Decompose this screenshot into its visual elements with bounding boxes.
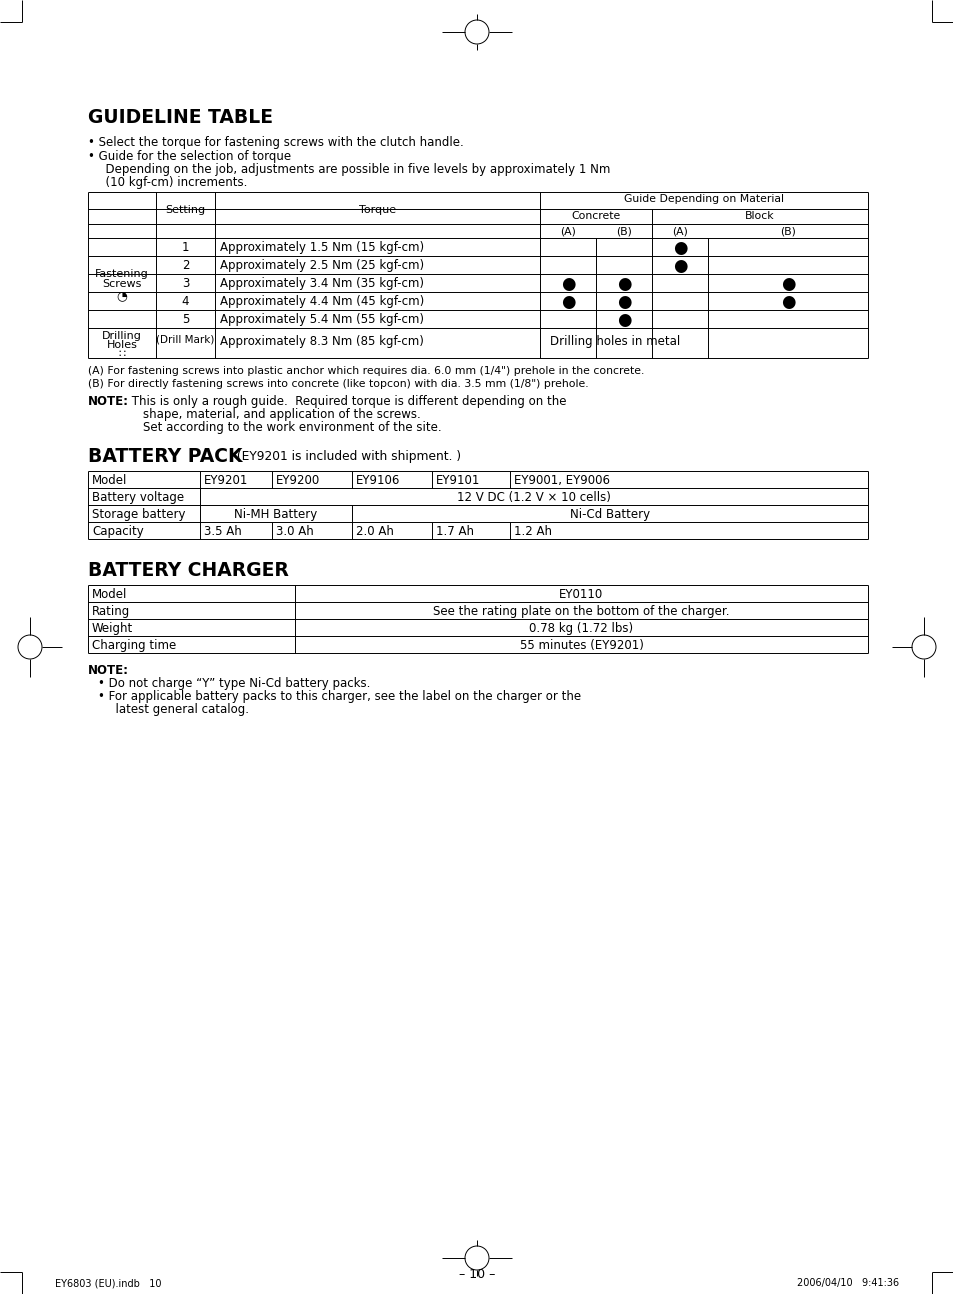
Text: 2: 2	[182, 259, 189, 272]
Text: ●: ●	[616, 276, 631, 292]
Text: Screws: Screws	[102, 280, 142, 289]
Text: Storage battery: Storage battery	[91, 509, 185, 521]
Text: – 10 –: – 10 –	[458, 1268, 495, 1281]
Text: 0.78 kg (1.72 lbs): 0.78 kg (1.72 lbs)	[529, 622, 633, 635]
Text: (EY9201 is included with shipment. ): (EY9201 is included with shipment. )	[233, 450, 460, 463]
Text: Ni-Cd Battery: Ni-Cd Battery	[569, 509, 649, 521]
Text: 1: 1	[182, 241, 189, 254]
Text: Approximately 1.5 Nm (15 kgf-cm): Approximately 1.5 Nm (15 kgf-cm)	[220, 241, 424, 254]
Text: Capacity: Capacity	[91, 525, 144, 538]
Text: • Guide for the selection of torque: • Guide for the selection of torque	[88, 150, 291, 163]
Text: 55 minutes (EY9201): 55 minutes (EY9201)	[519, 639, 642, 652]
Text: Set according to the work environment of the site.: Set according to the work environment of…	[143, 421, 441, 433]
Text: Drilling holes in metal: Drilling holes in metal	[550, 335, 679, 348]
Text: (Drill Mark): (Drill Mark)	[156, 335, 214, 345]
Text: (A): (A)	[671, 226, 687, 236]
Text: ●: ●	[560, 276, 575, 292]
Text: Approximately 2.5 Nm (25 kgf-cm): Approximately 2.5 Nm (25 kgf-cm)	[220, 259, 424, 272]
Text: Rating: Rating	[91, 606, 131, 619]
Text: (B) For directly fastening screws into concrete (like topcon) with dia. 3.5 mm (: (B) For directly fastening screws into c…	[88, 379, 588, 389]
Text: 2006/04/10   9:41:36: 2006/04/10 9:41:36	[796, 1278, 898, 1288]
Text: 5: 5	[182, 313, 189, 326]
Text: EY9200: EY9200	[275, 474, 320, 487]
Text: • For applicable battery packs to this charger, see the label on the charger or : • For applicable battery packs to this c…	[98, 690, 580, 703]
Text: EY9001, EY9006: EY9001, EY9006	[514, 474, 609, 487]
Text: (A): (A)	[559, 226, 576, 236]
Text: Charging time: Charging time	[91, 639, 176, 652]
Text: 3.5 Ah: 3.5 Ah	[204, 525, 241, 538]
Text: Torque: Torque	[358, 204, 395, 215]
Text: 1.7 Ah: 1.7 Ah	[436, 525, 474, 538]
Text: • Do not charge “Y” type Ni-Cd battery packs.: • Do not charge “Y” type Ni-Cd battery p…	[98, 677, 370, 690]
Text: 2.0 Ah: 2.0 Ah	[355, 525, 394, 538]
Text: Approximately 4.4 Nm (45 kgf-cm): Approximately 4.4 Nm (45 kgf-cm)	[220, 295, 424, 308]
Text: • Select the torque for fastening screws with the clutch handle.: • Select the torque for fastening screws…	[88, 136, 463, 149]
Text: EY9106: EY9106	[355, 474, 400, 487]
Text: 3.0 Ah: 3.0 Ah	[275, 525, 314, 538]
Text: 4: 4	[182, 295, 189, 308]
Text: ◔: ◔	[116, 289, 128, 302]
Text: Approximately 5.4 Nm (55 kgf-cm): Approximately 5.4 Nm (55 kgf-cm)	[220, 313, 423, 326]
Text: Model: Model	[91, 474, 128, 487]
Text: 1.2 Ah: 1.2 Ah	[514, 525, 552, 538]
Text: (10 kgf-cm) increments.: (10 kgf-cm) increments.	[98, 176, 247, 189]
Text: ●: ●	[560, 292, 575, 311]
Text: shape, material, and application of the screws.: shape, material, and application of the …	[143, 408, 420, 421]
Text: Guide Depending on Material: Guide Depending on Material	[623, 194, 783, 204]
Text: Depending on the job, adjustments are possible in five levels by approximately 1: Depending on the job, adjustments are po…	[98, 163, 610, 176]
Text: ●: ●	[616, 292, 631, 311]
Text: GUIDELINE TABLE: GUIDELINE TABLE	[88, 107, 273, 127]
Text: ●: ●	[616, 311, 631, 329]
Text: latest general catalog.: latest general catalog.	[108, 703, 249, 716]
Text: (B): (B)	[780, 226, 795, 236]
Text: Ni-MH Battery: Ni-MH Battery	[234, 509, 317, 521]
Text: Block: Block	[744, 211, 774, 221]
Text: EY6803 (EU).indb   10: EY6803 (EU).indb 10	[55, 1278, 161, 1288]
Text: (A) For fastening screws into plastic anchor which requires dia. 6.0 mm (1/4") p: (A) For fastening screws into plastic an…	[88, 366, 643, 377]
Text: Model: Model	[91, 587, 128, 600]
Text: This is only a rough guide.  Required torque is different depending on the: This is only a rough guide. Required tor…	[128, 395, 566, 408]
Text: Setting: Setting	[165, 204, 205, 215]
Text: Battery voltage: Battery voltage	[91, 490, 184, 503]
Text: ∷: ∷	[118, 349, 126, 358]
Text: EY9101: EY9101	[436, 474, 480, 487]
Text: See the rating plate on the bottom of the charger.: See the rating plate on the bottom of th…	[433, 606, 729, 619]
Text: Drilling: Drilling	[102, 331, 142, 342]
Text: NOTE:: NOTE:	[88, 395, 129, 408]
Text: ●: ●	[672, 258, 686, 276]
Text: Approximately 8.3 Nm (85 kgf-cm): Approximately 8.3 Nm (85 kgf-cm)	[220, 335, 423, 348]
Text: ●: ●	[780, 276, 795, 292]
Text: 3: 3	[182, 277, 189, 290]
Text: (B): (B)	[616, 226, 631, 236]
Text: ●: ●	[780, 292, 795, 311]
Text: Concrete: Concrete	[571, 211, 620, 221]
Text: Weight: Weight	[91, 622, 133, 635]
Text: ●: ●	[672, 239, 686, 258]
Text: Holes: Holes	[107, 340, 137, 349]
Text: Fastening: Fastening	[95, 269, 149, 280]
Text: NOTE:: NOTE:	[88, 664, 129, 677]
Text: 12 V DC (1.2 V × 10 cells): 12 V DC (1.2 V × 10 cells)	[456, 490, 610, 503]
Text: Approximately 3.4 Nm (35 kgf-cm): Approximately 3.4 Nm (35 kgf-cm)	[220, 277, 423, 290]
Text: EY9201: EY9201	[204, 474, 248, 487]
Text: EY0110: EY0110	[558, 587, 603, 600]
Text: BATTERY PACK: BATTERY PACK	[88, 446, 242, 466]
Text: BATTERY CHARGER: BATTERY CHARGER	[88, 562, 289, 580]
